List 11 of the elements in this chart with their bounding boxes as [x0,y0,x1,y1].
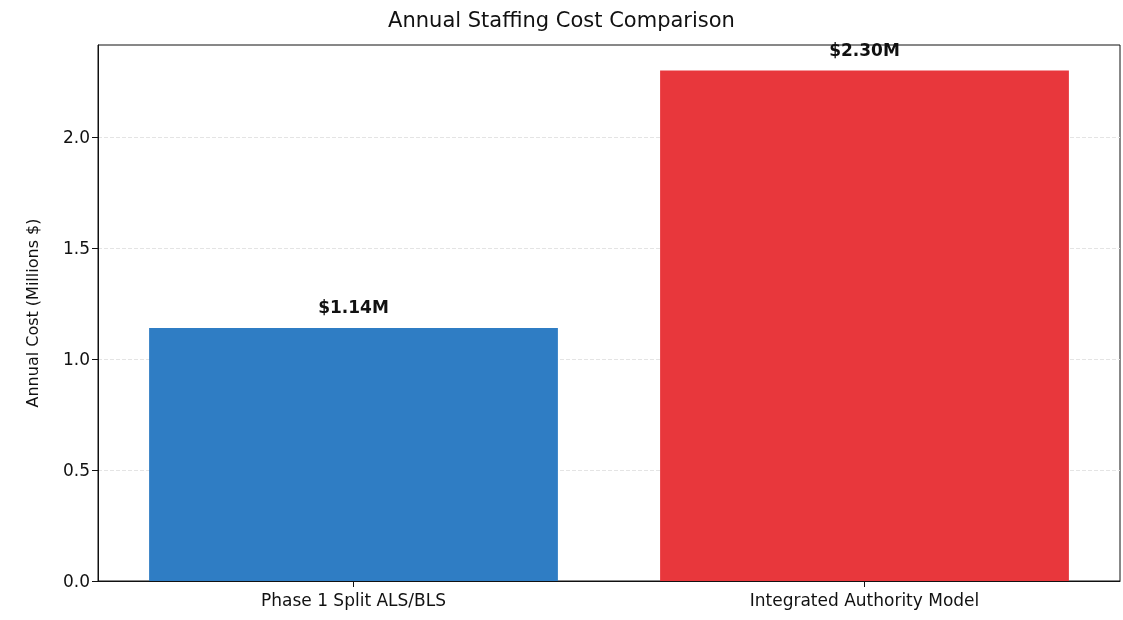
y-axis-title: Annual Cost (Millions $) [22,218,42,408]
y-tick-label: 0.5 [62,460,90,481]
y-tick-label: 1.0 [62,349,90,370]
y-tick-label: 2.0 [62,127,90,148]
data-label: $1.14M [318,297,389,318]
chart-title: Annual Staffing Cost Comparison [388,7,735,32]
data-label: $2.30M [829,40,900,61]
x-tick-label: Phase 1 Split ALS/BLS [260,589,447,610]
y-tick-label: 0.0 [62,571,90,591]
y-tick-label: 1.5 [62,238,90,259]
x-tick-label: Integrated Authority Model [749,589,980,610]
